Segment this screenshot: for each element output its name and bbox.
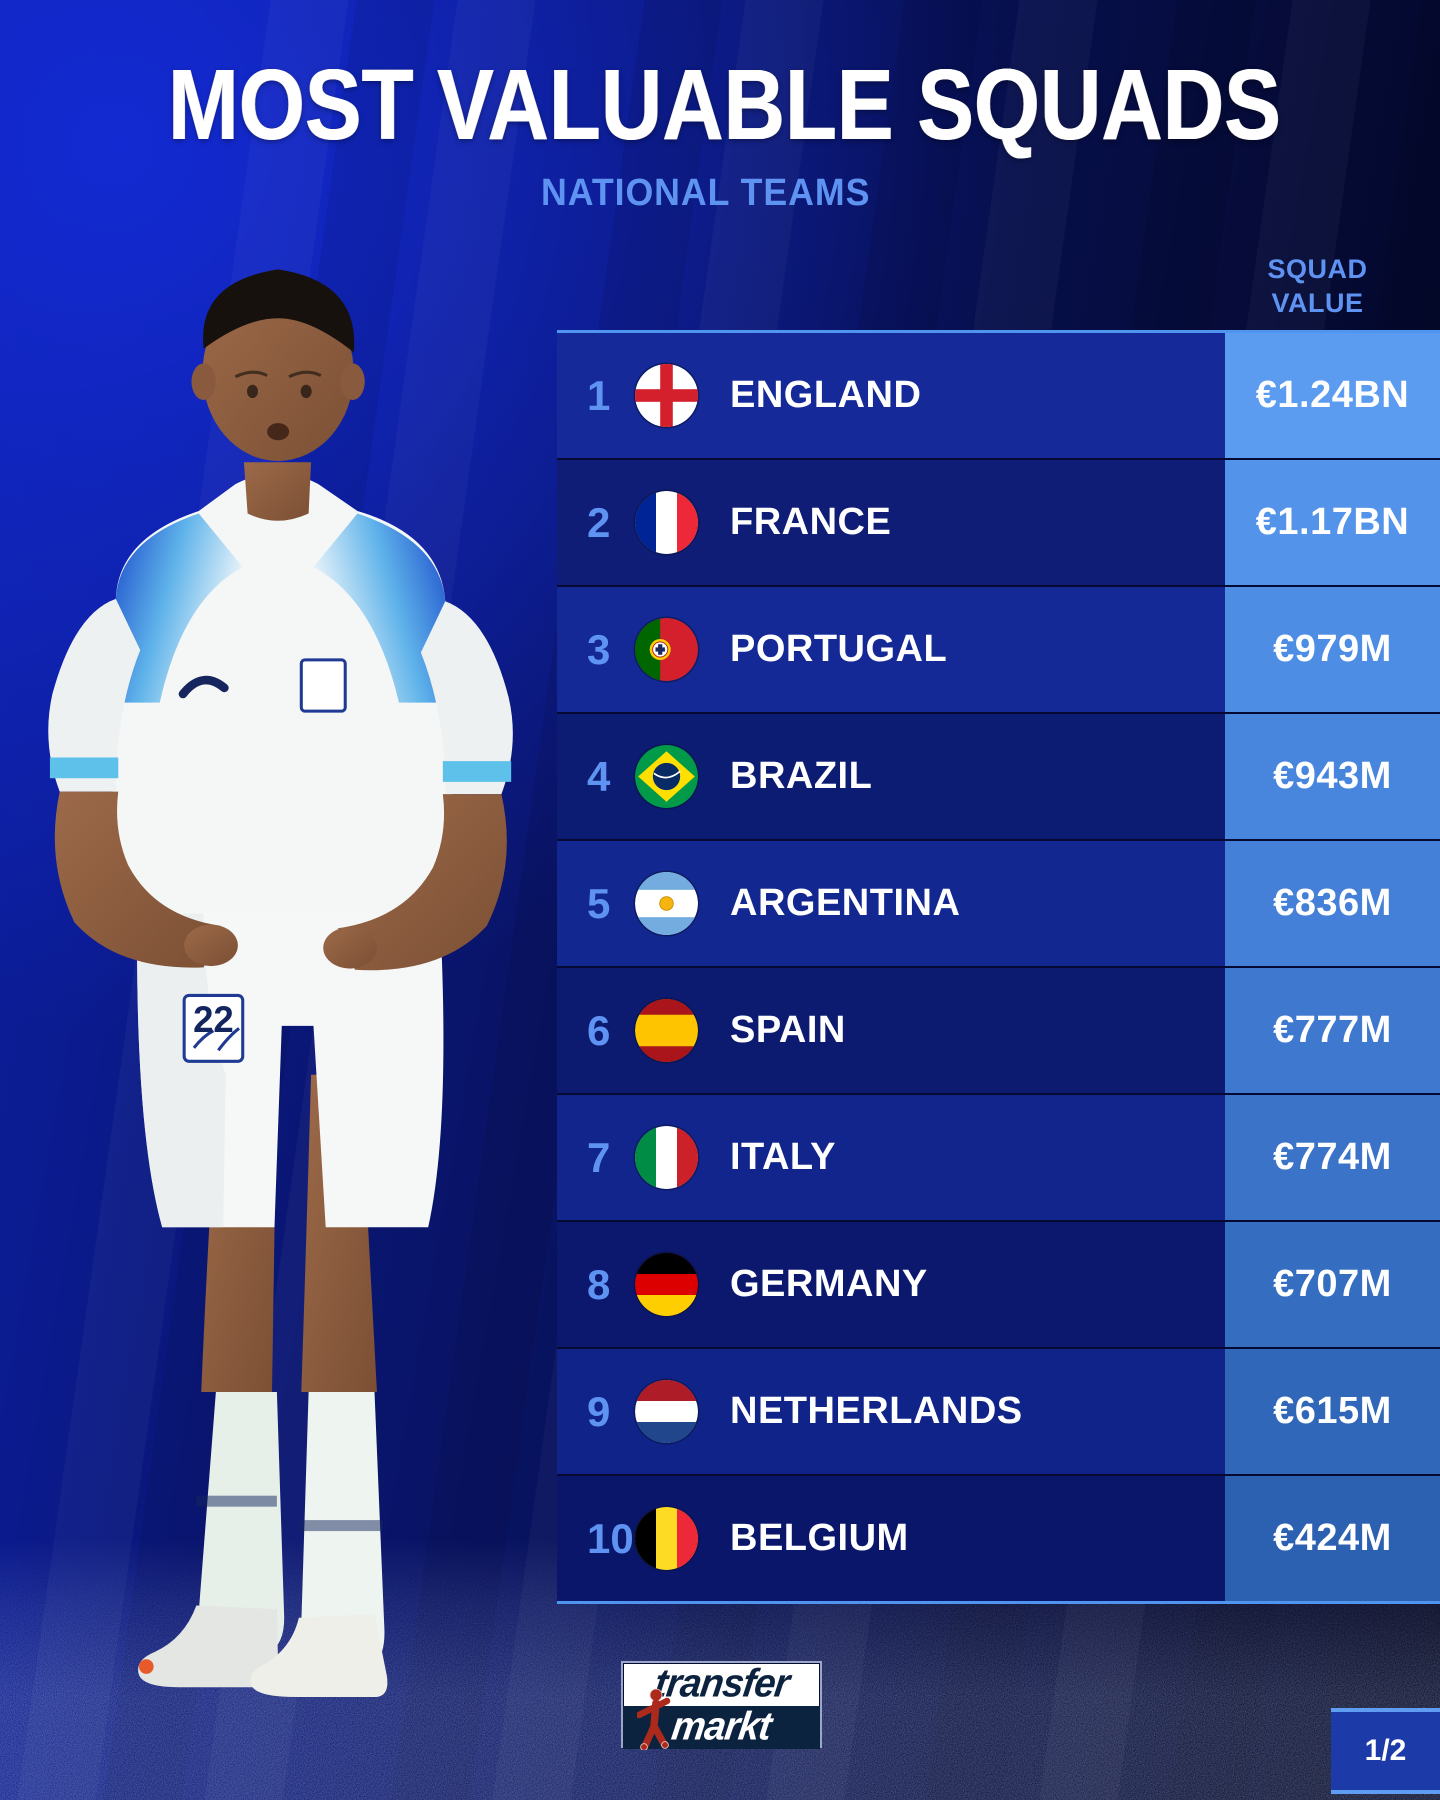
svg-text:22: 22 [193, 999, 234, 1040]
